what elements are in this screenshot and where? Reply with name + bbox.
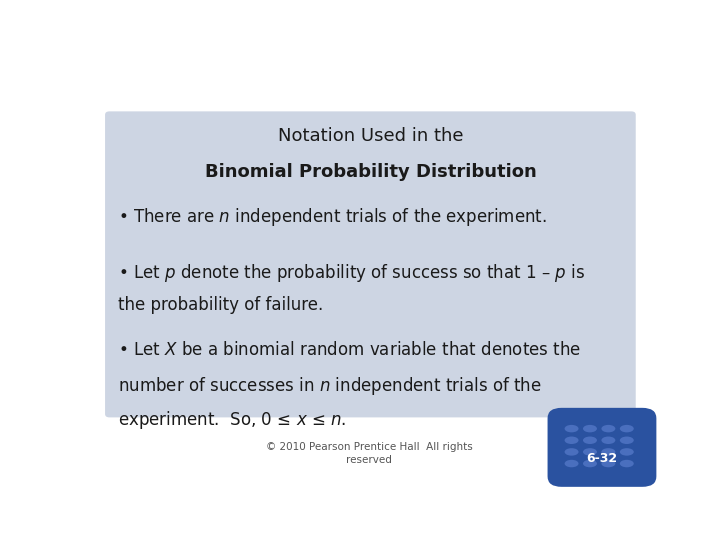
Ellipse shape [620,425,634,433]
Text: experiment.  So, 0 ≤ $x$ ≤ $n$.: experiment. So, 0 ≤ $x$ ≤ $n$. [118,409,346,431]
Ellipse shape [620,448,634,456]
Text: 6-32: 6-32 [586,453,618,465]
Ellipse shape [564,425,579,433]
Text: number of successes in $n$ independent trials of the: number of successes in $n$ independent t… [118,375,541,397]
Ellipse shape [583,436,597,444]
Ellipse shape [564,460,579,467]
Text: • Let $X$ be a binomial random variable that denotes the: • Let $X$ be a binomial random variable … [118,341,581,359]
FancyBboxPatch shape [547,408,657,487]
Text: the probability of failure.: the probability of failure. [118,296,323,314]
Text: • Let $p$ denote the probability of success so that 1 – $p$ is: • Let $p$ denote the probability of succ… [118,262,585,284]
FancyBboxPatch shape [105,111,636,417]
Ellipse shape [601,460,616,467]
Text: © 2010 Pearson Prentice Hall  All rights
reserved: © 2010 Pearson Prentice Hall All rights … [266,442,472,465]
Ellipse shape [601,436,616,444]
Ellipse shape [620,460,634,467]
Ellipse shape [620,436,634,444]
Ellipse shape [564,448,579,456]
Text: Notation Used in the: Notation Used in the [278,127,463,145]
Ellipse shape [601,448,616,456]
Ellipse shape [583,460,597,467]
Text: Binomial Probability Distribution: Binomial Probability Distribution [204,163,536,180]
Ellipse shape [583,448,597,456]
Ellipse shape [601,425,616,433]
Text: • There are $n$ independent trials of the experiment.: • There are $n$ independent trials of th… [118,206,547,228]
Ellipse shape [564,436,579,444]
Ellipse shape [583,425,597,433]
